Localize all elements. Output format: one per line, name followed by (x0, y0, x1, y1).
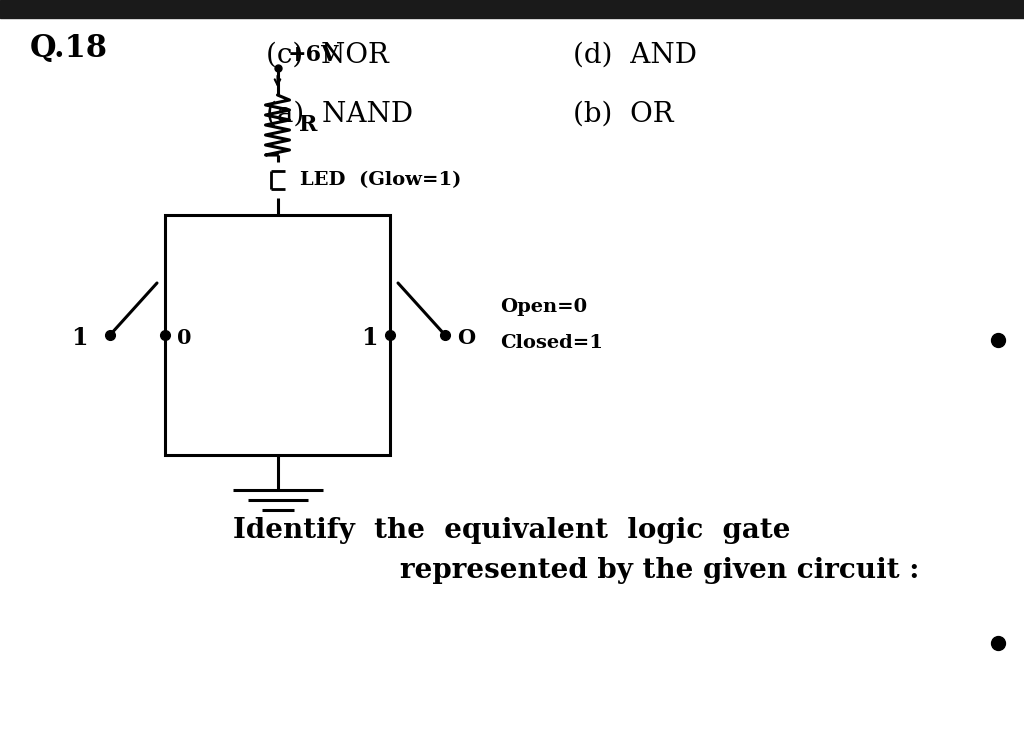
Text: +6V: +6V (288, 44, 339, 66)
Text: 0: 0 (177, 328, 191, 348)
Text: O: O (457, 328, 475, 348)
Text: LED  (Glow=1): LED (Glow=1) (299, 171, 461, 189)
Bar (0, 0, 1024, 18)
Text: Closed=1: Closed=1 (500, 334, 603, 352)
Text: R: R (299, 114, 317, 136)
Text: represented by the given circuit :: represented by the given circuit : (400, 556, 920, 584)
Text: Identify  the  equivalent  logic  gate: Identify the equivalent logic gate (233, 517, 791, 543)
Text: (d)  AND: (d) AND (573, 42, 697, 69)
Text: (c)  NOR: (c) NOR (266, 42, 389, 69)
Text: (a)  NAND: (a) NAND (266, 101, 414, 128)
Text: (b)  OR: (b) OR (573, 101, 674, 128)
Text: Q.18: Q.18 (30, 33, 108, 64)
Text: 1: 1 (72, 326, 88, 350)
Bar (165, 215, 390, 455)
Text: Open=0: Open=0 (500, 298, 587, 316)
Text: 1: 1 (361, 326, 378, 350)
